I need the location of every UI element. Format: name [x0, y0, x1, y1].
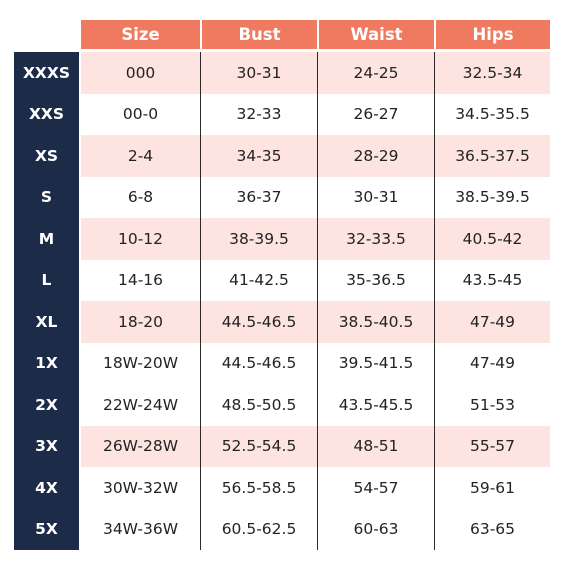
size-label-sidebar: XXXS XXS XS S M L XL 1X 2X 3X 4X 5X — [14, 52, 79, 550]
table-row: 000 30-31 24-25 32.5-34 — [81, 52, 550, 94]
cell-size: 30W-32W — [102, 478, 179, 497]
cell-size: 22W-24W — [102, 395, 179, 414]
cell-size: 00-0 — [122, 105, 159, 124]
cell-hips: 47-49 — [434, 342, 550, 384]
table-row: 18-20 44.5-46.5 38.5-40.5 47-49 — [81, 301, 550, 343]
cell-size: 18W-20W — [102, 354, 179, 373]
size-label: 3X — [35, 437, 58, 456]
cell-size: 2-4 — [127, 146, 154, 165]
cell-bust: 34-35 — [200, 135, 317, 177]
cell-bust: 56.5-58.5 — [200, 467, 317, 509]
cell-bust: 60.5-62.5 — [200, 508, 317, 550]
cell-waist: 28-29 — [317, 135, 434, 177]
cell-waist: 60-63 — [317, 508, 434, 550]
size-label: S — [40, 188, 53, 207]
cell-hips: 32.5-34 — [434, 52, 550, 94]
cell-bust: 32-33 — [200, 93, 317, 135]
cell-size: 34W-36W — [102, 520, 179, 539]
cell-waist: 38.5-40.5 — [317, 301, 434, 343]
table-row: 6-8 36-37 30-31 38.5-39.5 — [81, 176, 550, 218]
table-row: 22W-24W 48.5-50.5 43.5-45.5 51-53 — [81, 384, 550, 426]
table-row: 00-0 32-33 26-27 34.5-35.5 — [81, 93, 550, 135]
table-row: 18W-20W 44.5-46.5 39.5-41.5 47-49 — [81, 342, 550, 384]
cell-waist: 26-27 — [317, 93, 434, 135]
table-row: 10-12 38-39.5 32-33.5 40.5-42 — [81, 218, 550, 260]
table-row: 2-4 34-35 28-29 36.5-37.5 — [81, 135, 550, 177]
cell-bust: 30-31 — [200, 52, 317, 94]
cell-hips: 55-57 — [434, 425, 550, 467]
cell-bust: 52.5-54.5 — [200, 425, 317, 467]
cell-waist: 24-25 — [317, 52, 434, 94]
cell-size: 26W-28W — [102, 437, 179, 456]
size-label: XL — [35, 312, 58, 331]
cell-hips: 34.5-35.5 — [434, 93, 550, 135]
cell-bust: 36-37 — [200, 176, 317, 218]
cell-bust: 44.5-46.5 — [200, 342, 317, 384]
size-label: XS — [34, 146, 59, 165]
size-label: M — [38, 229, 55, 248]
cell-waist: 32-33.5 — [317, 218, 434, 260]
table-row: 30W-32W 56.5-58.5 54-57 59-61 — [81, 467, 550, 509]
cell-hips: 40.5-42 — [434, 218, 550, 260]
cell-hips: 43.5-45 — [434, 259, 550, 301]
cell-bust: 48.5-50.5 — [200, 384, 317, 426]
cell-size: 18-20 — [117, 312, 164, 331]
cell-waist: 35-36.5 — [317, 259, 434, 301]
cell-hips: 36.5-37.5 — [434, 135, 550, 177]
header-bust: Bust — [200, 20, 317, 49]
table-header: Size Bust Waist Hips — [81, 20, 550, 49]
header-size: Size — [81, 20, 200, 49]
cell-waist: 30-31 — [317, 176, 434, 218]
header-waist: Waist — [317, 20, 434, 49]
cell-waist: 43.5-45.5 — [317, 384, 434, 426]
cell-bust: 41-42.5 — [200, 259, 317, 301]
cell-waist: 54-57 — [317, 467, 434, 509]
cell-hips: 47-49 — [434, 301, 550, 343]
size-label: L — [41, 271, 52, 290]
cell-hips: 38.5-39.5 — [434, 176, 550, 218]
size-label: XXXS — [22, 63, 70, 82]
cell-size: 6-8 — [127, 188, 154, 207]
cell-size: 000 — [125, 63, 156, 82]
cell-waist: 48-51 — [317, 425, 434, 467]
size-chart-table: Size Bust Waist Hips XXXS XXS XS S M L X… — [14, 20, 550, 550]
cell-hips: 59-61 — [434, 467, 550, 509]
cell-size: 14-16 — [117, 271, 164, 290]
size-label: 1X — [35, 354, 58, 373]
table-row: 14-16 41-42.5 35-36.5 43.5-45 — [81, 259, 550, 301]
cell-bust: 38-39.5 — [200, 218, 317, 260]
cell-bust: 44.5-46.5 — [200, 301, 317, 343]
size-label: 5X — [35, 520, 58, 539]
size-label: 2X — [35, 395, 58, 414]
table-row: 34W-36W 60.5-62.5 60-63 63-65 — [81, 508, 550, 550]
size-label: XXS — [28, 105, 65, 124]
cell-hips: 63-65 — [434, 508, 550, 550]
size-label: 4X — [35, 478, 58, 497]
cell-waist: 39.5-41.5 — [317, 342, 434, 384]
cell-hips: 51-53 — [434, 384, 550, 426]
cell-size: 10-12 — [117, 229, 164, 248]
header-hips: Hips — [434, 20, 550, 49]
table-body: 000 30-31 24-25 32.5-34 00-0 32-33 26-27… — [81, 52, 550, 550]
table-row: 26W-28W 52.5-54.5 48-51 55-57 — [81, 425, 550, 467]
